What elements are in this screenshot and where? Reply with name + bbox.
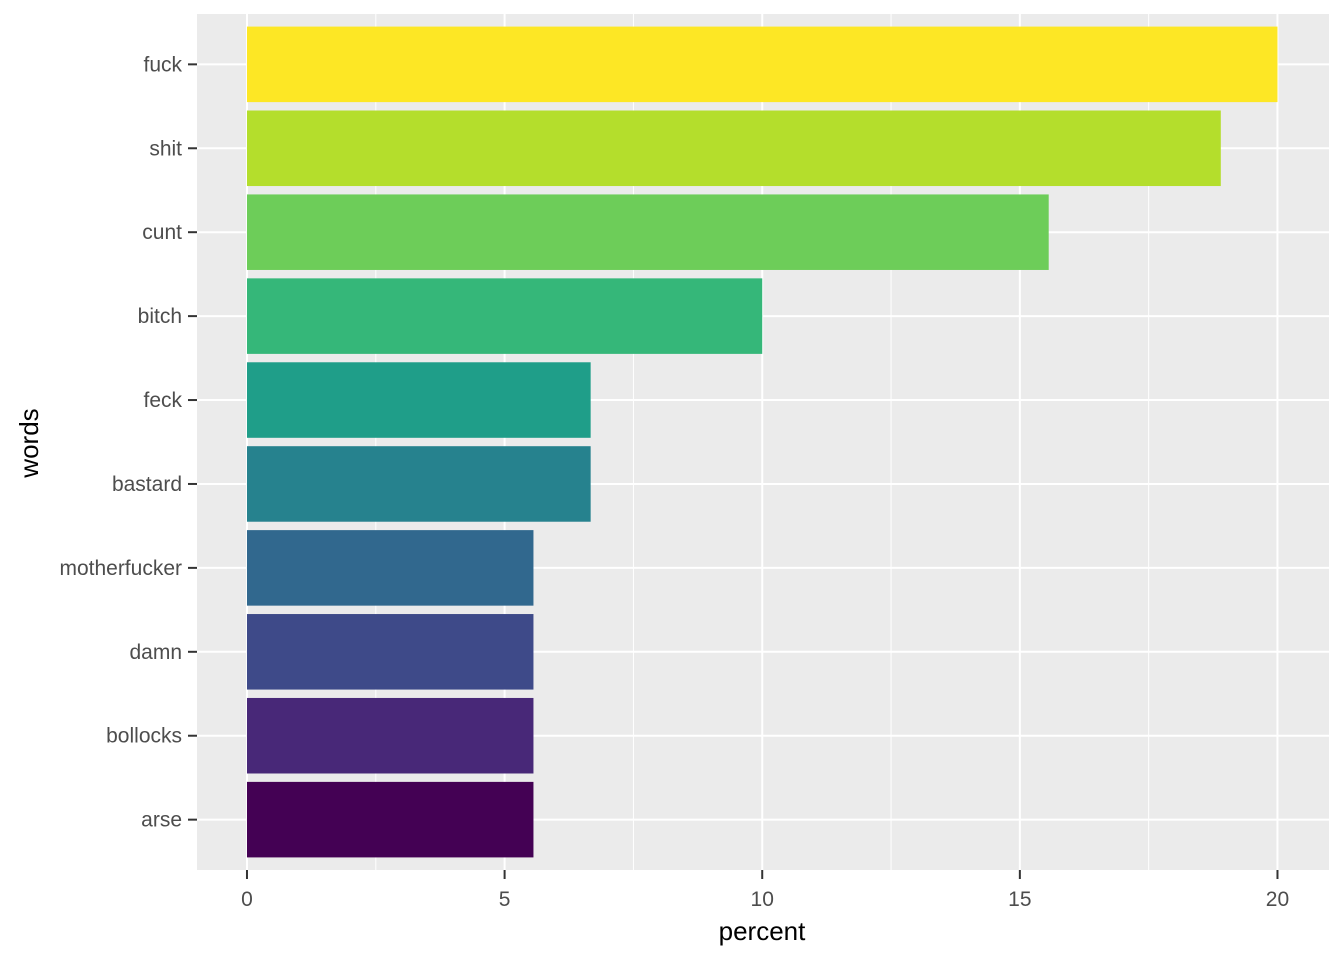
x-tick-label: 20 bbox=[1266, 888, 1289, 911]
bar-cunt bbox=[246, 194, 1049, 270]
y-tick-label: feck bbox=[143, 389, 182, 412]
y-tick-label: shit bbox=[149, 137, 182, 160]
bar-bollocks bbox=[246, 697, 534, 774]
bars bbox=[246, 26, 1278, 858]
x-tick-label: 10 bbox=[751, 888, 774, 911]
x-axis-title: percent bbox=[719, 916, 806, 946]
y-tick-label: fuck bbox=[143, 53, 182, 76]
bar-bastard bbox=[246, 446, 591, 522]
bar-damn bbox=[246, 614, 534, 690]
y-tick-label: arse bbox=[141, 809, 182, 832]
bar-shit bbox=[246, 110, 1221, 187]
x-tick-label: 5 bbox=[499, 888, 511, 911]
x-tick-label: 15 bbox=[1008, 888, 1031, 911]
y-tick-label: bastard bbox=[112, 473, 182, 496]
bar-fuck bbox=[246, 26, 1278, 103]
x-axis: 0 5 10 15 20 bbox=[241, 870, 1289, 911]
y-tick-label: motherfucker bbox=[59, 557, 182, 580]
y-tick-label: damn bbox=[129, 641, 182, 664]
bar-bitch bbox=[246, 278, 763, 354]
bar-motherfucker bbox=[246, 530, 534, 606]
y-axis-title: words bbox=[14, 408, 44, 478]
y-axis: fuck shit cunt bitch feck bastard motherfucker… bbox=[59, 53, 197, 832]
y-tick-label: cunt bbox=[142, 221, 182, 244]
bar-feck bbox=[246, 362, 591, 438]
y-tick-label: bitch bbox=[138, 305, 182, 328]
x-tick-label: 0 bbox=[241, 888, 253, 911]
y-tick-label: bollocks bbox=[106, 725, 182, 748]
bar-arse bbox=[246, 781, 534, 858]
